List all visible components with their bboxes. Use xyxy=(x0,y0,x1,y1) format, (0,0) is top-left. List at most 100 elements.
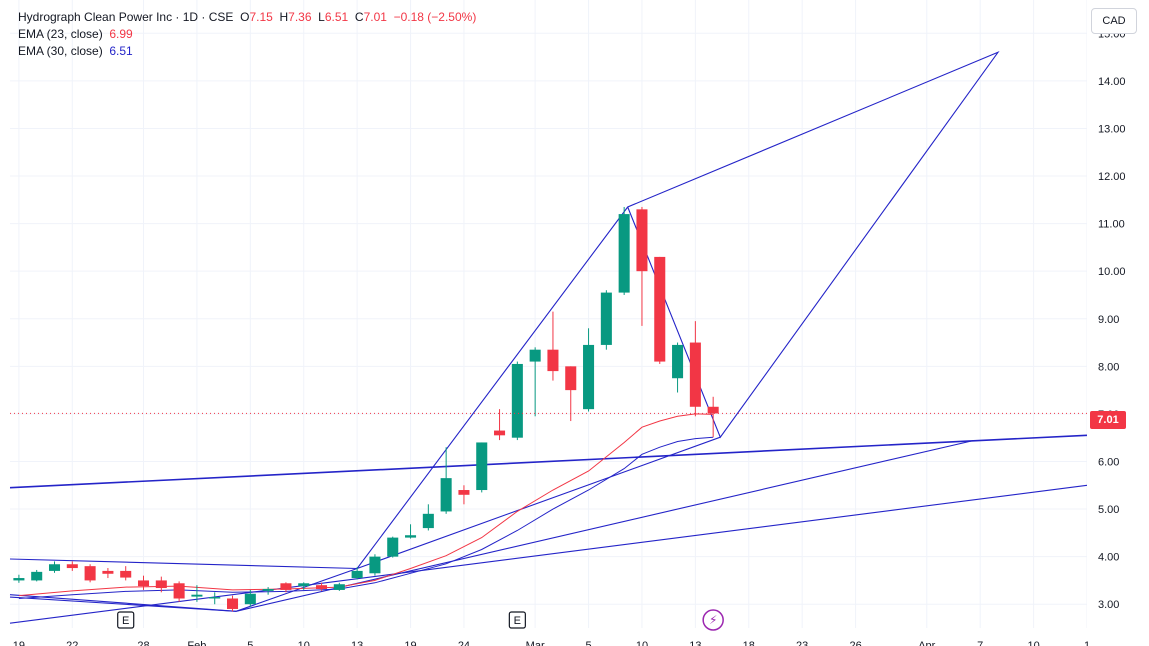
candle[interactable] xyxy=(529,347,541,417)
lightning-icon: ⚡ xyxy=(709,613,717,627)
ema23-line xyxy=(18,413,714,597)
candle[interactable] xyxy=(654,256,666,364)
candle-body xyxy=(600,292,612,345)
candle-body xyxy=(494,430,506,436)
candles-layer[interactable] xyxy=(13,206,719,612)
earnings-marker-box[interactable] xyxy=(117,611,135,629)
candle[interactable] xyxy=(565,366,577,422)
earnings-marker-box[interactable] xyxy=(508,611,526,629)
currency-button[interactable]: CAD xyxy=(1091,8,1137,34)
candle[interactable] xyxy=(102,568,114,579)
candle[interactable] xyxy=(31,569,43,582)
time-tick-label: Feb xyxy=(187,640,206,646)
upper-trendline[interactable] xyxy=(9,434,1088,489)
candle[interactable] xyxy=(618,206,630,295)
candle[interactable] xyxy=(48,561,61,573)
channel-bottom-left[interactable] xyxy=(9,594,237,612)
candle[interactable] xyxy=(387,536,399,558)
candle[interactable] xyxy=(458,485,470,505)
lower-trendline[interactable] xyxy=(9,484,1088,624)
candle[interactable] xyxy=(636,206,648,326)
time-tick-label: 24 xyxy=(458,640,470,646)
candle-body xyxy=(707,406,719,414)
low-label: L xyxy=(318,10,325,24)
pitchfork-lower-fan[interactable] xyxy=(235,440,974,612)
candle[interactable] xyxy=(440,447,452,514)
channel-top-left[interactable] xyxy=(9,558,358,570)
time-tick-label: Apr xyxy=(918,640,935,646)
candle-body xyxy=(636,209,648,272)
candle[interactable] xyxy=(672,342,684,393)
candle[interactable] xyxy=(600,290,612,350)
candle-body xyxy=(422,513,434,529)
candle-body xyxy=(316,585,328,589)
legend-ema30-row[interactable]: EMA (30, close) 6.51 xyxy=(18,43,476,60)
low-value: 6.51 xyxy=(324,10,349,24)
candle-body xyxy=(618,214,630,293)
candle[interactable] xyxy=(280,582,292,593)
candle[interactable] xyxy=(262,587,274,595)
high-value: 7.36 xyxy=(288,10,312,24)
candle[interactable] xyxy=(137,575,150,590)
drawings-layer[interactable] xyxy=(9,51,1088,624)
time-axis[interactable]: 19 22 28 Feb 5 10 13 19 24 Mar 5 10 13 18 23 26 Apr 7 10 1 xyxy=(0,633,1149,646)
candle[interactable] xyxy=(369,554,381,576)
time-tick-label: 7 xyxy=(977,640,983,646)
candle[interactable] xyxy=(120,566,132,581)
price-tick-label: 12.00 xyxy=(1098,171,1126,183)
ema-layer xyxy=(18,413,714,599)
time-tick-label: 13 xyxy=(351,640,363,646)
candle-body xyxy=(511,363,523,438)
candle-body xyxy=(102,570,114,574)
candle[interactable] xyxy=(298,582,310,590)
price-axis-bg xyxy=(1087,0,1149,646)
candle[interactable] xyxy=(227,595,239,612)
candle-body xyxy=(280,583,292,590)
time-tick-label: 1 xyxy=(1084,640,1090,646)
candle[interactable] xyxy=(547,311,559,381)
legend-ema23-row[interactable]: EMA (23, close) 6.99 xyxy=(18,26,476,43)
candle[interactable] xyxy=(244,589,256,607)
candle-body xyxy=(31,571,43,581)
candle[interactable] xyxy=(351,567,363,580)
candle[interactable] xyxy=(13,574,25,583)
candle-body xyxy=(440,478,452,512)
split-marker-circle[interactable] xyxy=(702,609,724,631)
candle[interactable] xyxy=(405,524,417,539)
ema30-value: 6.51 xyxy=(109,44,133,58)
earnings-marker-label: E xyxy=(514,615,521,627)
candle-body xyxy=(351,570,363,579)
candle-body xyxy=(654,256,666,362)
candle[interactable] xyxy=(84,564,96,583)
candle[interactable] xyxy=(209,592,221,605)
candle-body xyxy=(209,597,221,599)
symbol-title[interactable]: Hydrograph Clean Power Inc · 1D · CSE xyxy=(18,10,234,24)
legend-symbol-row: Hydrograph Clean Power Inc · 1D · CSE O7… xyxy=(18,9,476,26)
price-tick-label: 9.00 xyxy=(1098,314,1119,326)
candle-body xyxy=(476,442,488,491)
candle[interactable] xyxy=(173,581,185,602)
pitchfork-outline[interactable] xyxy=(356,51,1000,569)
price-axis[interactable]: 1 5.00 14.00 13.00 12.00 11.00 10.00 9.00 8.00 7.… xyxy=(1087,0,1149,646)
candle[interactable] xyxy=(707,396,719,438)
candle[interactable] xyxy=(316,582,328,591)
candle[interactable] xyxy=(494,409,506,441)
time-tick-label: 5 xyxy=(247,640,253,646)
candle-body xyxy=(173,583,185,599)
last-price-label: 7.01 xyxy=(1090,411,1126,429)
event-markers[interactable]: E E ⚡ xyxy=(117,609,724,631)
candle[interactable] xyxy=(476,442,488,493)
candle[interactable] xyxy=(422,504,434,531)
grid xyxy=(10,0,1088,628)
candle[interactable] xyxy=(191,585,203,602)
candle[interactable] xyxy=(333,582,345,591)
candle[interactable] xyxy=(689,321,701,417)
chart-legend: Hydrograph Clean Power Inc · 1D · CSE O7… xyxy=(18,9,476,60)
candle[interactable] xyxy=(155,576,167,593)
candle[interactable] xyxy=(583,328,595,412)
time-tick-label: 10 xyxy=(636,640,648,646)
time-tick-label: 13 xyxy=(689,640,701,646)
candle[interactable] xyxy=(66,561,78,571)
candle[interactable] xyxy=(511,361,523,441)
